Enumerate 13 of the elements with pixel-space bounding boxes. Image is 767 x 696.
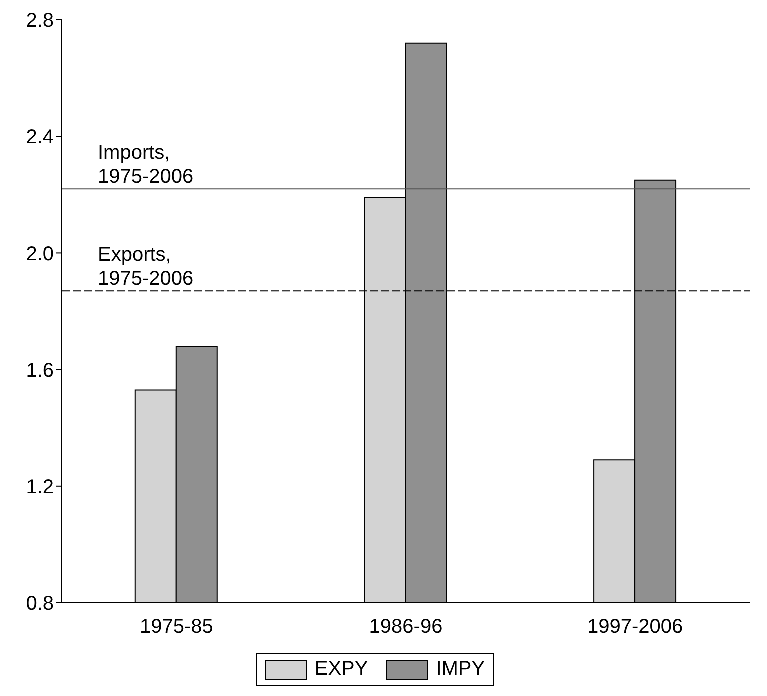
y-tick-label: 2.4 — [26, 126, 54, 149]
x-tick-label: 1986-96 — [369, 616, 443, 638]
y-tick-label: 2.0 — [26, 243, 54, 266]
legend-label: IMPY — [436, 658, 486, 681]
y-tick-label: 1.6 — [26, 360, 54, 382]
ref-line-label: Imports, 1975-2006 — [98, 142, 194, 188]
x-tick-label: 1975-85 — [140, 616, 214, 638]
y-tick-label: 2.8 — [26, 10, 54, 32]
y-tick-label: 0.8 — [26, 593, 54, 616]
ref-line-label: Exports, 1975-2006 — [98, 244, 194, 290]
x-tick-label: 1997-2006 — [588, 616, 684, 638]
y-tick-label: 1.2 — [26, 476, 54, 498]
legend-label: EXPY — [314, 658, 368, 681]
